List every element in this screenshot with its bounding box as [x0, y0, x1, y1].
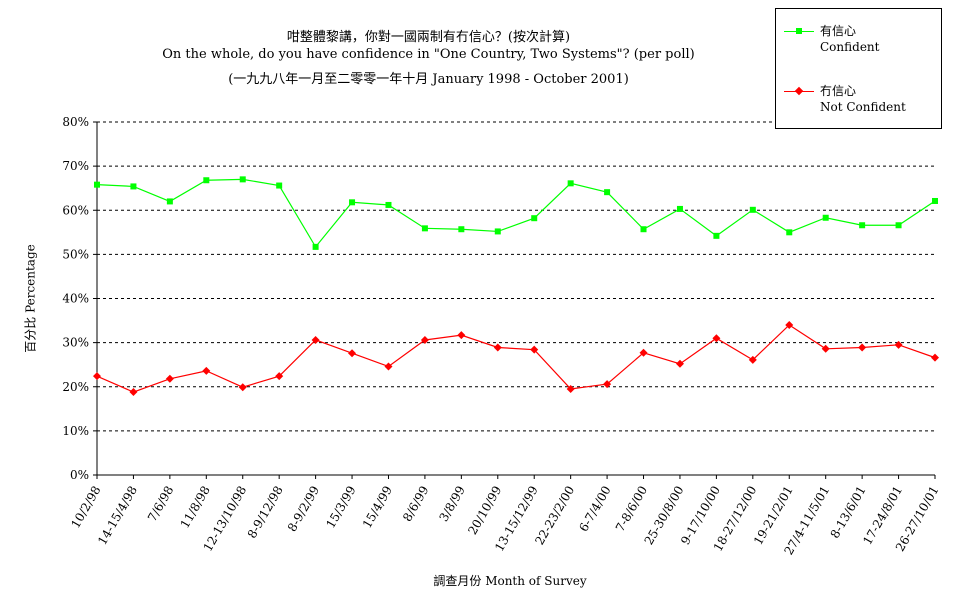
y-tick-label: 70% — [62, 159, 89, 173]
y-tick-label: 10% — [62, 424, 89, 438]
data-point-not-confident — [821, 344, 830, 353]
data-point-confident — [640, 226, 647, 233]
data-point-confident — [749, 206, 756, 213]
x-tick-label: 3/8/99 — [437, 484, 468, 524]
y-tick-label: 40% — [62, 292, 89, 306]
data-point-confident — [604, 189, 611, 196]
data-point-not-confident — [457, 331, 466, 340]
y-axis-label: 百分比 Percentage — [23, 244, 38, 353]
data-point-confident — [567, 180, 574, 187]
x-tick-label: 8/6/99 — [400, 484, 431, 524]
y-tick-label: 20% — [62, 380, 89, 394]
data-point-not-confident — [311, 335, 320, 344]
chart-date-range: (一九九八年一月至二零零一年十月 January 1998 - October … — [228, 72, 629, 87]
x-tick-label: 8-13/6/01 — [828, 484, 869, 541]
data-point-confident — [786, 229, 793, 236]
data-point-confident — [494, 228, 501, 235]
legend: 有信心 Confident 冇信心 Not Confident — [775, 8, 942, 129]
data-point-confident — [130, 183, 137, 190]
data-point-confident — [421, 225, 428, 232]
x-tick-label: 6-7/4/00 — [576, 484, 613, 535]
data-point-confident — [458, 226, 465, 233]
data-point-not-confident — [603, 380, 612, 389]
data-point-not-confident — [712, 334, 721, 343]
data-point-not-confident — [566, 384, 575, 393]
data-point-confident — [349, 199, 356, 206]
y-tick-label: 0% — [70, 468, 89, 482]
data-point-confident — [203, 177, 210, 184]
data-point-confident — [276, 182, 283, 189]
series-line-not-confident — [96, 324, 936, 393]
y-tick-label: 50% — [62, 247, 89, 261]
x-tick-label: 20/10/99 — [465, 483, 504, 537]
data-point-confident — [895, 222, 902, 229]
data-point-not-confident — [858, 343, 867, 352]
data-point-not-confident — [639, 348, 648, 357]
data-point-not-confident — [675, 359, 684, 368]
legend-label-en: Not Confident — [820, 100, 906, 114]
data-point-not-confident — [748, 355, 757, 364]
data-point-not-confident — [238, 383, 247, 392]
data-point-confident — [859, 222, 866, 229]
data-point-not-confident — [931, 353, 939, 362]
data-point-not-confident — [202, 366, 211, 375]
data-point-not-confident — [275, 372, 284, 381]
data-point-confident — [932, 197, 938, 204]
legend-diamond-marker — [794, 86, 804, 96]
data-point-not-confident — [129, 388, 138, 397]
x-tick-label: 10/2/98 — [68, 484, 103, 531]
x-tick-label: 7-8/6/00 — [613, 484, 650, 535]
x-tick-label: 7/6/98 — [145, 484, 176, 524]
y-tick-label: 80% — [62, 115, 89, 129]
x-tick-label: 15/4/99 — [360, 484, 395, 531]
data-point-not-confident — [894, 340, 903, 349]
x-tick-label: 15/3/99 — [323, 484, 358, 531]
chart-title: 咁整體黎講，你對一國兩制有冇信心？(按次計算) — [286, 30, 571, 45]
data-point-confident — [822, 214, 829, 221]
data-point-not-confident — [348, 349, 357, 358]
x-tick-label: 8-9/2/99 — [285, 484, 322, 535]
data-point-confident — [239, 176, 246, 183]
y-tick-label: 60% — [62, 203, 89, 217]
data-point-confident — [94, 181, 100, 188]
data-point-not-confident — [93, 372, 101, 381]
legend-label-zh: 冇信心 — [820, 84, 857, 98]
data-point-not-confident — [165, 374, 174, 383]
data-point-not-confident — [384, 362, 393, 371]
legend-square-marker — [796, 28, 802, 34]
legend-label-en: Confident — [820, 40, 880, 54]
data-point-confident — [312, 243, 319, 250]
y-tick-label: 30% — [62, 336, 89, 350]
data-point-confident — [531, 215, 538, 222]
data-point-confident — [676, 205, 683, 212]
chart-subtitle: On the whole, do you have confidence in … — [162, 47, 695, 62]
data-point-not-confident — [420, 335, 429, 344]
series-line-confident — [96, 178, 936, 248]
data-point-not-confident — [493, 343, 502, 352]
data-point-confident — [385, 201, 392, 208]
data-point-confident — [166, 198, 173, 205]
x-tick-label: 11/8/98 — [178, 484, 213, 531]
data-point-not-confident — [785, 320, 794, 329]
x-axis-label: 調查月份 Month of Survey — [433, 574, 587, 588]
legend-label-zh: 有信心 — [820, 24, 857, 38]
data-point-not-confident — [530, 345, 539, 354]
x-tick-label: 8-9/12/98 — [245, 484, 286, 541]
data-point-confident — [713, 232, 720, 239]
